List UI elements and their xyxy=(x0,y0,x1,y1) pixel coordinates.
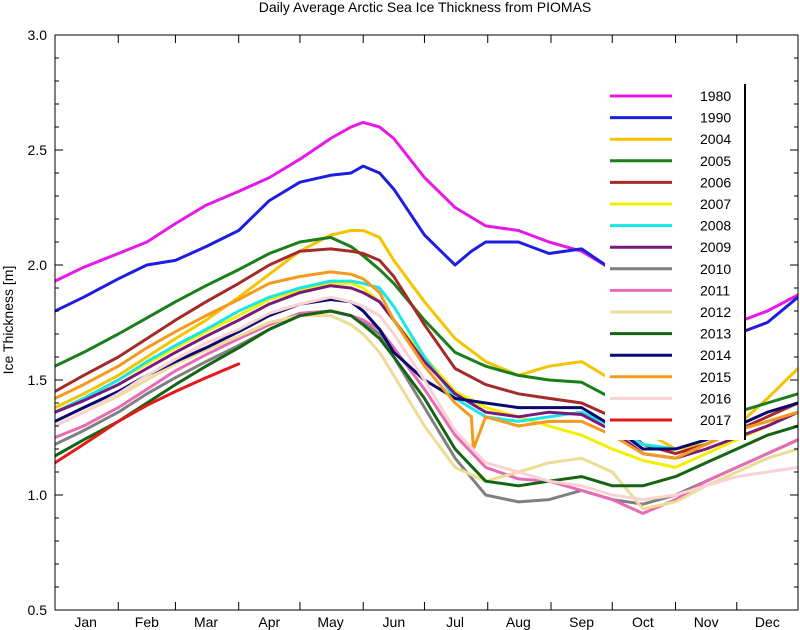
series-line-2008 xyxy=(55,279,798,451)
series-line-2015 xyxy=(55,270,798,460)
x-tick-label: Oct xyxy=(632,614,654,630)
series-line-2013 xyxy=(55,309,798,488)
series-layer xyxy=(55,120,798,515)
y-tick-label: 3.0 xyxy=(28,27,48,43)
legend-label-2007: 2007 xyxy=(700,196,731,212)
legend-label-2017: 2017 xyxy=(700,412,731,428)
legend-label-2014: 2014 xyxy=(700,347,731,363)
legend-label-2013: 2013 xyxy=(700,326,731,342)
y-tick-label: 2.5 xyxy=(28,142,48,158)
legend-label-2016: 2016 xyxy=(700,390,731,406)
chart-title: Daily Average Arctic Sea Ice Thickness f… xyxy=(259,0,592,15)
x-tick-label: Jan xyxy=(74,614,97,630)
series-line-2017 xyxy=(55,362,241,465)
x-tick-label: Aug xyxy=(506,614,531,630)
y-axis-label: Ice Thickness [m] xyxy=(0,266,16,375)
x-tick-label: Jul xyxy=(446,614,464,630)
legend-label-1980: 1980 xyxy=(700,88,731,104)
x-tick-label: Feb xyxy=(135,614,159,630)
legend-label-2009: 2009 xyxy=(700,239,731,255)
y-tick-label: 1.0 xyxy=(28,487,48,503)
legend-label-2015: 2015 xyxy=(700,369,731,385)
legend: 1980 1990 2004 2005 2006 2007 2008 2009 2010 2011… xyxy=(605,84,746,440)
y-tick-label: 2.0 xyxy=(28,257,48,273)
legend-label-2008: 2008 xyxy=(700,218,731,234)
series-line-2014 xyxy=(55,298,798,451)
x-tick-label: May xyxy=(317,614,343,630)
legend-box xyxy=(605,84,745,440)
legend-label-2006: 2006 xyxy=(700,174,731,190)
axes-layer: 0.5 1.0 1.5 2.0 2.5 3.0 Jan Feb Mar Apr May Jun Jul A… xyxy=(28,27,799,630)
y-tick-label: 0.5 xyxy=(28,602,48,618)
legend-label-2005: 2005 xyxy=(700,153,731,169)
legend-label-2010: 2010 xyxy=(700,261,731,277)
series-line-2006 xyxy=(55,247,798,456)
legend-label-2012: 2012 xyxy=(700,304,731,320)
x-tick-label: Jun xyxy=(383,614,406,630)
x-tick-label: Dec xyxy=(755,614,780,630)
x-tick-label: Nov xyxy=(694,614,719,630)
x-tick-label: Sep xyxy=(569,614,594,630)
legend-label-1990: 1990 xyxy=(700,110,731,126)
plot-frame xyxy=(54,34,799,611)
series-line-2016 xyxy=(55,295,798,502)
legend-label-2011: 2011 xyxy=(700,282,730,298)
legend-label-2004: 2004 xyxy=(700,131,731,147)
series-line-2012 xyxy=(55,314,798,511)
series-line-2004 xyxy=(55,229,798,451)
x-tick-label: Mar xyxy=(194,614,218,630)
y-tick-label: 1.5 xyxy=(28,372,48,388)
x-tick-label: Apr xyxy=(258,614,280,630)
